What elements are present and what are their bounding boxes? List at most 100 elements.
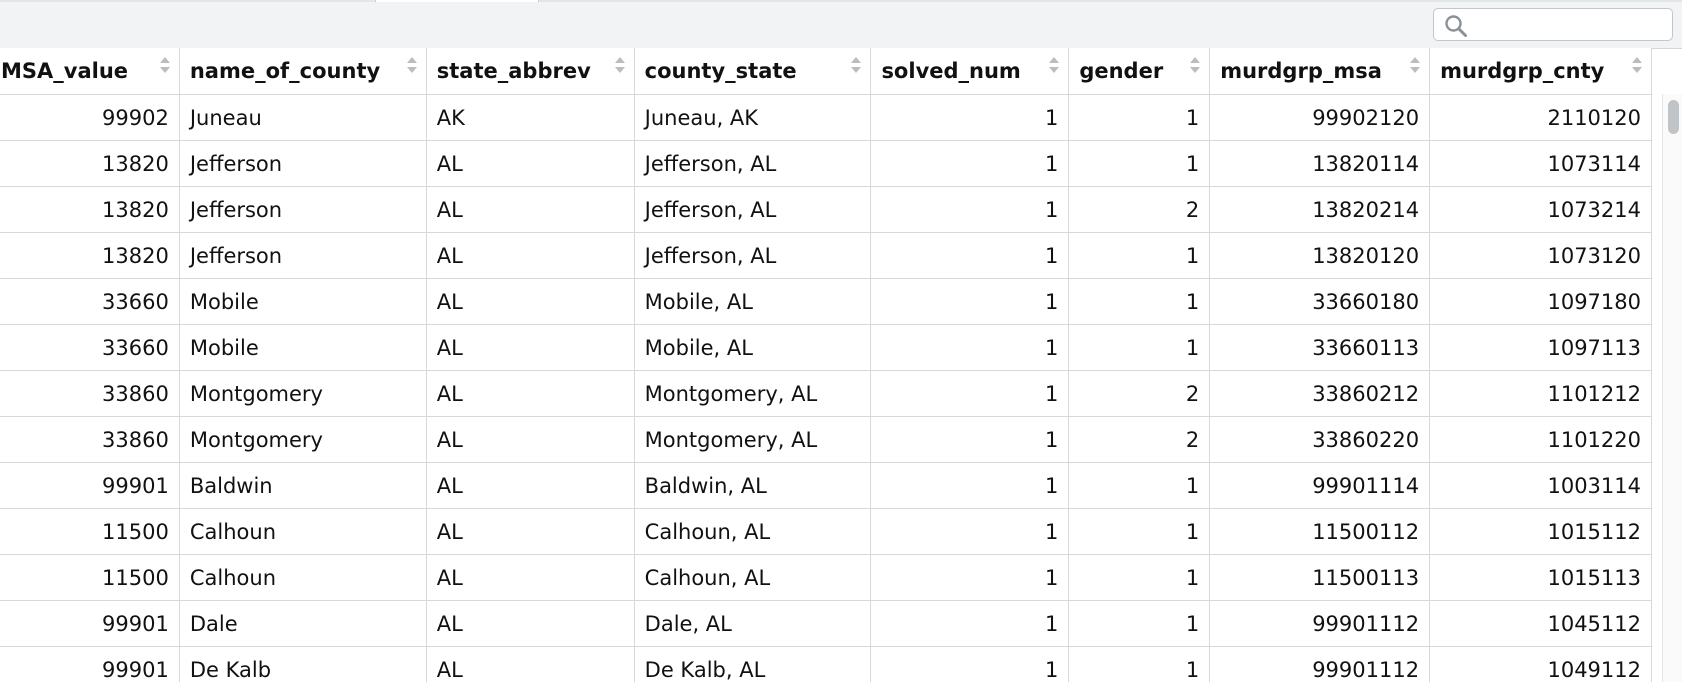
table-cell: 1 [870,278,1070,325]
sort-icon[interactable] [159,57,170,75]
table-cell: AL [425,462,635,509]
table-cell: 1 [870,94,1070,141]
table-cell: 99901 [0,462,180,509]
toolbar [0,2,1682,49]
sort-icon[interactable] [851,57,862,75]
table-cell: 11500 [0,508,180,555]
table-cell: 1 [870,324,1070,371]
table-cell: AL [425,140,635,187]
table-cell: 99902120 [1209,94,1431,141]
table-cell: AL [425,186,635,233]
column-header-murdgrp-cnty[interactable]: murdgrp_cnty [1429,48,1652,95]
table-cell: 1 [1068,94,1211,141]
table-cell: Jefferson, AL [633,186,872,233]
table-cell: Jefferson, AL [633,140,872,187]
table-cell: 1003114 [1429,462,1652,509]
table-cell: 99901 [0,646,180,682]
table-cell: 99901114 [1209,462,1431,509]
table-cell: 1049112 [1429,646,1652,682]
table-cell: 99901112 [1209,646,1431,682]
table-cell: 11500112 [1209,508,1431,555]
table-cell: 1015112 [1429,508,1652,555]
table-cell: Montgomery [178,416,427,463]
table-row[interactable]: 99902 Juneau AK Juneau, AK 1 1 99902120 2110120 [0,94,1652,141]
vertical-scrollbar[interactable] [1662,94,1682,682]
table-row[interactable]: 33660 Mobile AL Mobile, AL 1 1 33660180 1097180 [0,278,1652,325]
table-cell: 33660113 [1209,324,1431,371]
sort-icon[interactable] [1049,57,1060,75]
table-row[interactable]: 33860 Montgomery AL Montgomery, AL 1 2 3386022… [0,416,1652,463]
table-row[interactable]: 13820 Jefferson AL Jefferson, AL 1 1 13820120 1… [0,232,1652,279]
table-cell: 2110120 [1429,94,1652,141]
table-row[interactable]: 11500 Calhoun AL Calhoun, AL 1 1 11500112 10151… [0,508,1652,555]
column-header-label: solved_num [881,59,1021,83]
table-cell: Mobile, AL [633,324,872,371]
sort-icon[interactable] [1190,57,1201,75]
table-cell: 1 [1068,324,1211,371]
tab-bar [0,0,1682,3]
table-row[interactable]: 99901 De Kalb AL De Kalb, AL 1 1 99901112 10491… [0,646,1652,682]
table-cell: De Kalb, AL [633,646,872,682]
column-header-msa-value[interactable]: MSA_value [0,48,180,95]
table-cell: Jefferson, AL [633,232,872,279]
sort-icon[interactable] [1410,57,1421,75]
scrollbar-thumb[interactable] [1668,100,1679,134]
sort-icon[interactable] [614,57,625,75]
sort-icon[interactable] [406,57,417,75]
table-cell: AL [425,232,635,279]
table-cell: 33860 [0,370,180,417]
column-header-name-of-county[interactable]: name_of_county [178,48,427,95]
table-row[interactable]: 13820 Jefferson AL Jefferson, AL 1 2 13820214 1… [0,186,1652,233]
table-cell: Montgomery, AL [633,416,872,463]
search-box[interactable] [1433,8,1673,41]
column-header-state-abbrev[interactable]: state_abbrev [425,48,635,95]
table-cell: 1 [870,600,1070,647]
table-cell: 13820 [0,186,180,233]
table-cell: Dale [178,600,427,647]
table-cell: Baldwin, AL [633,462,872,509]
table-cell: 33660180 [1209,278,1431,325]
table-cell: Calhoun [178,508,427,555]
table-cell: AL [425,416,635,463]
table-body: 99902 Juneau AK Juneau, AK 1 1 99902120 2110120… [0,94,1652,682]
column-header-solved-num[interactable]: solved_num [870,48,1070,95]
table-cell: AK [425,94,635,141]
table-cell: Jefferson [178,232,427,279]
column-header-label: MSA_value [1,59,129,83]
sort-icon[interactable] [1632,57,1642,75]
table-cell: 1 [870,508,1070,555]
table-row[interactable]: 99901 Baldwin AL Baldwin, AL 1 1 99901114 10031… [0,462,1652,509]
table-cell: 13820120 [1209,232,1431,279]
table-row[interactable]: 13820 Jefferson AL Jefferson, AL 1 1 13820114 1… [0,140,1652,187]
column-header-gender[interactable]: gender [1068,48,1211,95]
table-cell: AL [425,646,635,682]
table-cell: 13820114 [1209,140,1431,187]
search-input[interactable] [1474,12,1668,39]
table-cell: 1045112 [1429,600,1652,647]
table-row[interactable]: 33860 Montgomery AL Montgomery, AL 1 2 3386021… [0,370,1652,417]
table-cell: Montgomery, AL [633,370,872,417]
column-header-murdgrp-msa[interactable]: murdgrp_msa [1209,48,1431,95]
table-cell: 1 [1068,278,1211,325]
table-cell: Jefferson [178,186,427,233]
table-cell: Baldwin [178,462,427,509]
active-tab[interactable] [375,0,539,3]
table-cell: 1097180 [1429,278,1652,325]
table-row[interactable]: 11500 Calhoun AL Calhoun, AL 1 1 11500113 10151… [0,554,1652,601]
table-cell: Calhoun, AL [633,508,872,555]
table-cell: AL [425,554,635,601]
table-row[interactable]: 99901 Dale AL Dale, AL 1 1 99901112 1045112 [0,600,1652,647]
table-cell: AL [425,600,635,647]
table-row[interactable]: 33660 Mobile AL Mobile, AL 1 1 33660113 1097113 [0,324,1652,371]
column-header-label: county_state [644,59,797,83]
table-cell: 1101212 [1429,370,1652,417]
column-header-label: gender [1079,59,1164,83]
table-cell: 2 [1068,370,1211,417]
data-grid: MSA_value name_of_county state_abbrev count… [0,48,1662,682]
table-cell: Montgomery [178,370,427,417]
column-header-county-state[interactable]: county_state [633,48,872,95]
table-cell: 1 [870,370,1070,417]
table-cell: 1015113 [1429,554,1652,601]
data-table: MSA_value name_of_county state_abbrev count… [0,48,1652,682]
